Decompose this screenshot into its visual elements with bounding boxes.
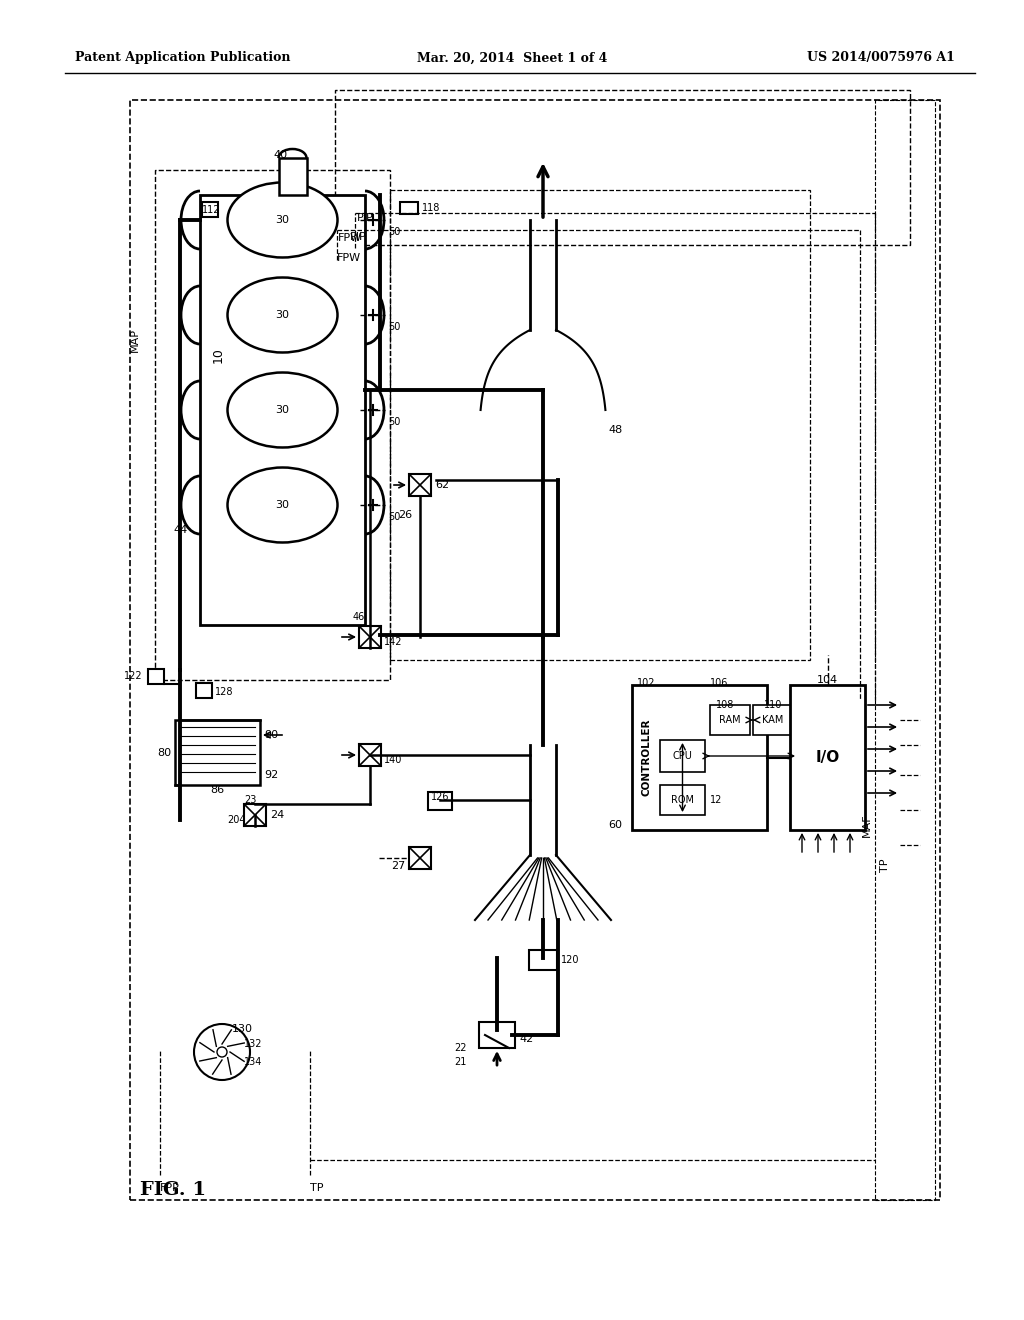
Text: 26: 26	[398, 510, 412, 520]
Text: 204: 204	[227, 814, 246, 825]
Bar	[428, 792, 452, 810]
Text: FIG. 1: FIG. 1	[140, 1181, 206, 1199]
Text: 46: 46	[352, 612, 365, 622]
Text: 118: 118	[422, 203, 440, 213]
Text: FPW: FPW	[338, 234, 362, 243]
Text: FPW: FPW	[337, 253, 361, 263]
Bar	[359, 744, 381, 766]
Text: 10: 10	[212, 347, 224, 363]
Bar	[660, 741, 705, 772]
Bar	[196, 682, 212, 698]
Bar	[148, 669, 164, 684]
Text: 90: 90	[264, 730, 279, 741]
Text: 30: 30	[275, 215, 290, 224]
Text: 142: 142	[384, 638, 402, 647]
Text: KAM: KAM	[762, 715, 783, 725]
Text: Patent Application Publication: Patent Application Publication	[75, 51, 291, 65]
Text: 50: 50	[388, 227, 400, 238]
Text: ROM: ROM	[671, 795, 694, 805]
Ellipse shape	[227, 372, 338, 447]
Bar	[130, 100, 940, 1200]
Text: 30: 30	[275, 500, 290, 510]
Bar	[874, 100, 935, 1200]
Bar	[409, 847, 431, 869]
Bar	[753, 705, 793, 735]
Text: MAP: MAP	[130, 327, 140, 352]
Text: 86: 86	[211, 785, 224, 795]
Text: 134: 134	[244, 1057, 262, 1067]
Text: 102: 102	[637, 678, 655, 688]
Text: PIP: PIP	[350, 232, 367, 242]
Text: CONTROLLER: CONTROLLER	[641, 719, 651, 796]
Text: TP: TP	[880, 858, 890, 871]
Text: TP: TP	[310, 1183, 324, 1193]
Text: MAF: MAF	[862, 813, 872, 837]
Text: 92: 92	[264, 770, 279, 780]
Text: 120: 120	[561, 954, 580, 965]
Ellipse shape	[227, 467, 338, 543]
Text: 130: 130	[232, 1024, 253, 1034]
Text: 60: 60	[608, 820, 622, 830]
Text: CPU: CPU	[673, 751, 692, 762]
Circle shape	[194, 1024, 250, 1080]
Ellipse shape	[227, 277, 338, 352]
Bar	[335, 90, 910, 246]
Text: 40: 40	[273, 150, 288, 160]
Bar	[409, 474, 431, 496]
Text: 106: 106	[710, 678, 728, 688]
Bar	[710, 705, 750, 735]
Text: I/O: I/O	[815, 750, 840, 766]
Bar	[400, 202, 418, 214]
Bar	[175, 719, 260, 785]
Text: Mar. 20, 2014  Sheet 1 of 4: Mar. 20, 2014 Sheet 1 of 4	[417, 51, 607, 65]
Text: 30: 30	[275, 405, 290, 414]
Bar	[244, 804, 266, 826]
Text: 21: 21	[455, 1057, 467, 1067]
Text: PIP: PIP	[357, 213, 374, 223]
Text: 22: 22	[455, 1043, 467, 1053]
Text: US 2014/0075976 A1: US 2014/0075976 A1	[807, 51, 955, 65]
Text: 104: 104	[817, 675, 838, 685]
Text: 132: 132	[244, 1039, 262, 1049]
Text: 122: 122	[124, 671, 143, 681]
Circle shape	[217, 1047, 227, 1057]
Text: 23: 23	[244, 795, 256, 805]
Text: 30: 30	[275, 310, 290, 319]
Text: 44: 44	[174, 525, 188, 535]
Bar	[790, 685, 865, 830]
Text: 108: 108	[716, 700, 734, 710]
Ellipse shape	[227, 182, 338, 257]
Bar	[660, 785, 705, 814]
Text: 24: 24	[270, 810, 285, 820]
Text: 12: 12	[710, 795, 722, 805]
Text: 80: 80	[157, 747, 171, 758]
Bar	[632, 685, 767, 830]
Text: 50: 50	[388, 417, 400, 426]
Text: 42: 42	[519, 1034, 534, 1044]
Bar	[155, 170, 390, 680]
Text: 110: 110	[764, 700, 782, 710]
Text: FPP: FPP	[160, 1183, 180, 1193]
Text: 27: 27	[391, 861, 406, 871]
Bar	[279, 158, 306, 195]
Bar	[479, 1022, 515, 1048]
Bar	[202, 202, 218, 216]
Bar	[359, 626, 381, 648]
Text: 140: 140	[384, 755, 402, 766]
Text: RAM: RAM	[719, 715, 740, 725]
Text: 128: 128	[215, 686, 233, 697]
Bar	[529, 950, 557, 970]
Text: 48: 48	[608, 425, 623, 436]
Bar	[200, 195, 365, 624]
Text: 50: 50	[388, 322, 400, 333]
Bar	[390, 190, 810, 660]
Text: 126: 126	[431, 792, 450, 803]
Text: 62: 62	[435, 480, 450, 490]
Text: 112: 112	[202, 205, 220, 215]
Text: 50: 50	[388, 512, 400, 521]
